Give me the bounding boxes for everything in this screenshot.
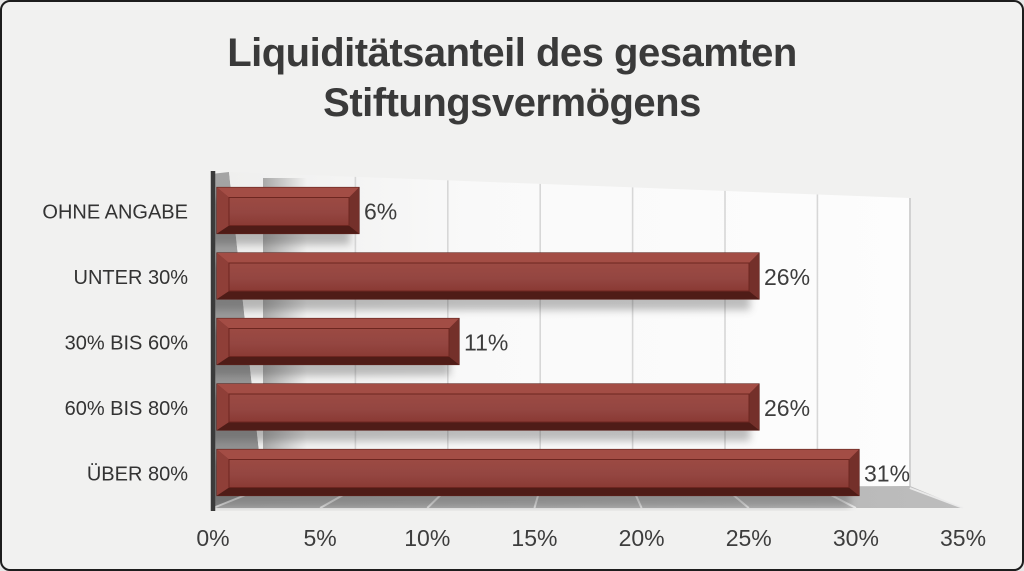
bar-bevel-right	[849, 449, 859, 496]
bar-bevel-right	[449, 318, 459, 365]
bar-bevel-left	[217, 318, 229, 365]
bar-OHNE ANGABE: 6%	[213, 186, 397, 245]
bar-bevel-bottom	[217, 422, 759, 430]
x-tick-0%: 0%	[196, 525, 229, 551]
bar-bevel-bottom	[217, 487, 859, 496]
chart-title-line2: Stiftungsvermögens	[323, 81, 701, 125]
category-label-60% BIS 80%: 60% BIS 80%	[65, 398, 189, 420]
bar-face	[228, 328, 450, 357]
value-label-30% BIS 60%: 11%	[464, 330, 508, 356]
bar-bevel-top	[217, 318, 459, 329]
bar-face	[228, 393, 750, 423]
bar-bevel-top	[217, 253, 759, 263]
bar-60% BIS 80%: 26%	[213, 383, 810, 441]
bar-30% BIS 60%: 11%	[213, 317, 508, 376]
value-label-60% BIS 80%: 26%	[764, 395, 810, 421]
bar-face	[228, 197, 350, 226]
bar-face	[228, 459, 850, 488]
chart-title-line1: Liquiditätsanteil des gesamten	[227, 31, 797, 75]
bar-bevel-bottom	[217, 356, 459, 365]
bar-bevel-right	[349, 187, 359, 234]
x-tick-5%: 5%	[304, 525, 337, 551]
category-label-OHNE ANGABE: OHNE ANGABE	[42, 202, 188, 224]
bar-bevel-bottom	[217, 291, 759, 299]
bar-bevel-left	[217, 187, 229, 234]
x-tick-35%: 35%	[940, 525, 986, 551]
x-tick-30%: 30%	[833, 525, 879, 551]
bar-ÜBER 80%: 31%	[213, 448, 910, 507]
bar-bevel-top	[217, 187, 359, 198]
bar-bevel-bottom	[217, 225, 359, 234]
value-label-ÜBER 80%: 31%	[864, 461, 910, 487]
bar-bevel-right	[749, 384, 759, 430]
bar-bevel-right	[749, 253, 759, 299]
bar-bevel-left	[217, 384, 229, 430]
value-label-UNTER 30%: 26%	[764, 264, 810, 290]
value-label-OHNE ANGABE: 6%	[364, 199, 397, 225]
x-tick-10%: 10%	[404, 525, 450, 551]
category-label-UNTER 30%: UNTER 30%	[74, 267, 189, 289]
x-tick-20%: 20%	[619, 525, 665, 551]
category-label-30% BIS 60%: 30% BIS 60%	[65, 333, 189, 355]
bar-UNTER 30%: 26%	[213, 252, 810, 310]
bar-bevel-left	[217, 253, 229, 299]
bar-bevel-top	[217, 384, 759, 394]
chart-title: Liquiditätsanteil des gesamten Stiftungs…	[2, 28, 1022, 128]
bar-bevel-left	[217, 449, 229, 496]
x-tick-25%: 25%	[726, 525, 772, 551]
bar-bevel-top	[217, 449, 859, 460]
category-label-ÜBER 80%: ÜBER 80%	[87, 464, 188, 486]
floor-line-35%	[909, 487, 964, 509]
x-tick-15%: 15%	[511, 525, 557, 551]
bar-face	[228, 262, 750, 292]
